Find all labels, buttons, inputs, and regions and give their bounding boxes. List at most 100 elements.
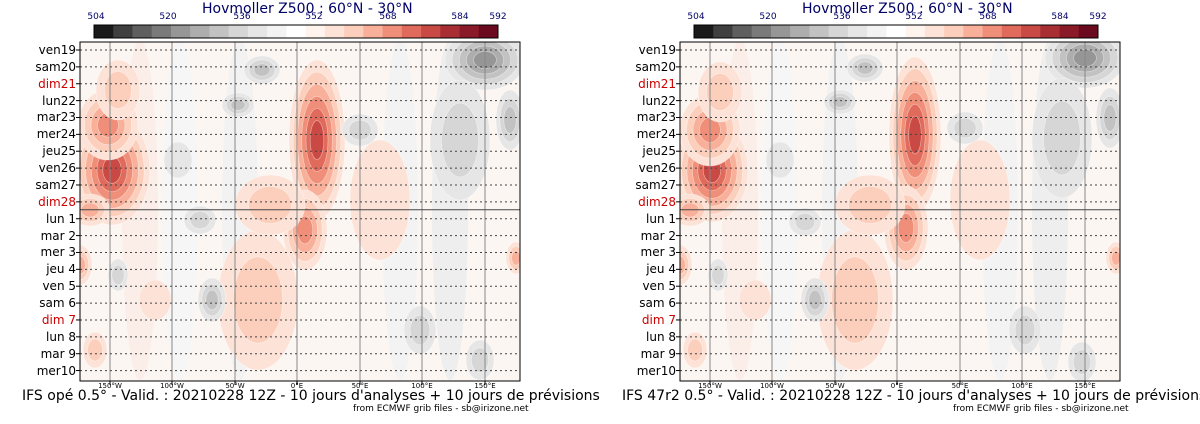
y-axis-label: sam 6 [39, 296, 76, 311]
warm-contour [687, 338, 703, 362]
colorbar-tick-label: 520 [759, 12, 777, 22]
cold-contour [1043, 100, 1081, 176]
cold-contour [189, 211, 211, 229]
y-axis-label: mar23 [636, 110, 676, 125]
y-axis-label: mer 3 [640, 245, 676, 260]
warm-contour [511, 250, 520, 266]
y-axis-label: mar 2 [640, 228, 676, 243]
colorbar-tick-label: 552 [305, 12, 323, 22]
x-tick-label: 50°W [225, 382, 245, 390]
colorbar-swatch [905, 25, 926, 38]
colorbar-swatch [151, 25, 172, 38]
y-axis-label: sam27 [35, 177, 76, 192]
y-axis-label: lun 8 [646, 329, 676, 344]
hovmoller-panel-left: Hovmoller Z500 : 60°N - 30°N IFS opé 0.5… [22, 1, 600, 414]
y-axis-label: jeu 4 [646, 262, 676, 277]
colorbar-swatch [751, 25, 772, 38]
y-axis-label: sam27 [635, 177, 676, 192]
y-axis-label: lun 8 [46, 329, 76, 344]
y-axis-label: jeu25 [42, 144, 76, 159]
warm-contour [949, 139, 1011, 261]
warm-contour [1111, 250, 1120, 266]
cold-contour [808, 289, 822, 311]
x-tick-label: 150°W [698, 382, 722, 390]
colorbar-swatch [713, 25, 733, 38]
y-axis-label: mer 3 [40, 245, 76, 260]
x-tick-label: 150°W [98, 382, 122, 390]
colorbar-swatch [828, 25, 849, 38]
colorbar-swatch [867, 25, 887, 38]
colorbar-tick-label: 520 [159, 12, 177, 22]
colorbar-tick-label: 568 [379, 12, 397, 22]
y-axis-label: ven19 [38, 43, 76, 57]
cold-contour [1014, 314, 1036, 346]
x-tick-label: 0°E [890, 382, 904, 390]
warm-contour [831, 256, 879, 344]
colorbar-swatch [209, 25, 229, 38]
colorbar-tick-label: 568 [979, 12, 997, 22]
colorbar-swatch [1078, 25, 1099, 38]
colorbar-swatch [324, 25, 345, 38]
colorbar-swatch [228, 25, 249, 38]
colorbar-swatch [924, 25, 945, 38]
y-axis-label: dim28 [38, 194, 76, 209]
y-axis-label: sam20 [635, 59, 676, 74]
x-tick-label: 150°E [474, 382, 496, 390]
colorbar-tick-label: 504 [87, 12, 105, 22]
warm-contour [233, 256, 283, 344]
warm-contour [102, 156, 122, 184]
colorbar-swatch [1059, 25, 1080, 38]
cold-contour [711, 264, 725, 286]
cold-contour [471, 347, 489, 373]
field-band [762, 42, 798, 380]
colorbar-swatch [809, 25, 829, 38]
colorbar-swatch [1001, 25, 1022, 38]
warm-contour [848, 186, 892, 224]
cold-contour [794, 213, 816, 231]
colorbar-swatch [478, 25, 499, 38]
cold-contour [765, 141, 795, 179]
y-axis-label: ven26 [38, 161, 76, 176]
colorbar-tick-label: 504 [687, 12, 705, 22]
warm-contour [104, 71, 132, 109]
y-axis-label: lun 1 [46, 211, 76, 226]
colorbar-swatch [732, 25, 753, 38]
x-tick-label: 50°E [951, 382, 969, 390]
y-axis-label: sam20 [35, 59, 76, 74]
x-tick-label: 0°E [290, 382, 304, 390]
colorbar-swatch [247, 25, 268, 38]
y-axis-label: dim 7 [641, 312, 676, 327]
chart-title: Hovmoller Z500 : 60°N - 30°N [202, 1, 413, 17]
x-tick-label: 100°W [760, 382, 784, 390]
colorbar-swatch [363, 25, 383, 38]
chart-caption: IFS 47r2 0.5° - Valid. : 20210228 12Z - … [622, 388, 1200, 404]
x-tick-label: 150°E [1074, 382, 1096, 390]
cold-contour [253, 63, 271, 77]
cold-contour [441, 102, 479, 178]
warm-contour [309, 120, 325, 160]
cold-contour [953, 117, 977, 139]
x-tick-label: 100°E [411, 382, 433, 390]
colorbar-tick-label: 584 [1051, 12, 1069, 22]
chart-credit: from ECMWF grib files - sb@irizone.net [953, 404, 1129, 414]
x-tick-label: 100°E [1011, 382, 1033, 390]
y-axis-label: ven 5 [642, 279, 676, 294]
cold-contour [1073, 349, 1091, 375]
warm-contour [706, 73, 734, 111]
y-axis-label: mer10 [36, 363, 76, 378]
hovmoller-plot-right [676, 24, 1121, 385]
y-axis-label: ven19 [638, 43, 676, 57]
colorbar-tick-label: 536 [233, 12, 251, 22]
colorbar-tick-label: 536 [833, 12, 851, 22]
colorbar-swatch [401, 25, 422, 38]
cold-contour [205, 289, 219, 311]
y-axis-label: mar23 [36, 110, 76, 125]
cold-contour [503, 106, 517, 134]
chart-title: Hovmoller Z500 : 60°N - 30°N [802, 1, 1013, 17]
y-axis-label: dim 7 [41, 312, 76, 327]
colorbar-tick-label: 592 [489, 12, 507, 22]
y-axis-label: dim21 [638, 76, 676, 91]
hovmoller-plot-left [76, 24, 521, 385]
y-axis-label: mer10 [636, 363, 676, 378]
y-axis-label: ven26 [638, 161, 676, 176]
